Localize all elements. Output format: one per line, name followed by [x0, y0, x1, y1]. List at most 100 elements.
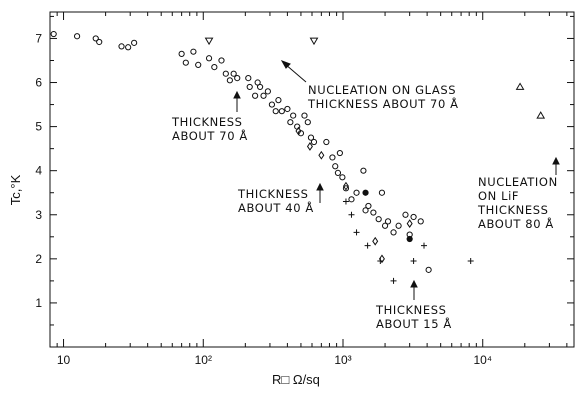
- data-point-circle: [329, 154, 336, 161]
- data-point-plus: [348, 211, 355, 218]
- y-tick-label: 5: [35, 120, 42, 134]
- data-point-circle: [284, 105, 291, 113]
- data-point-filled-circle: [362, 189, 369, 196]
- x-tick-label: 10: [57, 353, 71, 367]
- data-point-circle: [362, 207, 369, 214]
- data-point-triangle-up: [515, 82, 525, 90]
- data-point-circle: [125, 44, 132, 51]
- data-point-circle: [190, 48, 197, 55]
- data-point-circle: [390, 229, 397, 236]
- data-point-circle: [370, 209, 377, 216]
- arrow-lif-head: [552, 156, 560, 165]
- annotation-15-line2: ABOUT 15 Å: [376, 316, 452, 331]
- data-point-circle: [375, 216, 382, 223]
- annotation-lif-line3: THICKNESS: [477, 203, 549, 217]
- data-point-circle: [425, 266, 432, 273]
- data-point-diamond: [295, 126, 302, 136]
- data-point-plus: [410, 258, 417, 265]
- data-point-circle: [336, 149, 343, 157]
- annotation-lif-line2: ON LiF: [478, 189, 519, 203]
- annotation-40-line1: THICKNESS: [237, 187, 309, 201]
- y-tick-label: 4: [35, 164, 42, 178]
- x-tick-label: 10²: [195, 353, 212, 367]
- data-point-triangle-down: [309, 37, 319, 46]
- y-tick-label: 7: [35, 31, 42, 45]
- data-point-circle: [182, 59, 189, 66]
- arrow-40-head: [316, 182, 324, 191]
- x-tick-label: 10³: [334, 353, 351, 367]
- annotation-lif-line4: ABOUT 80 Å: [478, 216, 554, 231]
- data-point-circle: [230, 70, 237, 77]
- data-point-circle: [348, 196, 355, 203]
- data-point-triangle-up: [536, 111, 546, 119]
- data-point-circle: [339, 174, 346, 181]
- data-point-circle: [381, 222, 389, 229]
- y-tick-label: 6: [35, 76, 42, 90]
- data-point-circle: [342, 185, 350, 192]
- data-point-circle: [304, 119, 311, 126]
- axis-tick-labels: 10 10² 10³ 10⁴ 1 2 3 4 5 6 7: [35, 31, 492, 367]
- data-point-plus: [390, 277, 397, 284]
- data-point-circle: [402, 211, 409, 218]
- annotation-70-line2: ABOUT 70 Å: [172, 128, 248, 143]
- annotation-15-line1: THICKNESS: [375, 303, 447, 317]
- data-point-plus: [377, 258, 384, 265]
- annotation-arrows: [233, 60, 560, 300]
- data-point-circle: [278, 108, 285, 115]
- annotation-40-line2: ABOUT 40 Å: [238, 200, 314, 215]
- data-point-plus: [467, 258, 474, 265]
- x-axis-label: R□ Ω/sq: [272, 372, 320, 387]
- data-point-circle: [410, 213, 417, 221]
- data-point-circle: [332, 163, 339, 170]
- axis-ticks: [49, 12, 574, 347]
- data-point-circle: [245, 75, 252, 82]
- data-point-circle: [353, 189, 360, 196]
- data-point-circle: [195, 61, 202, 68]
- data-point-circle: [211, 63, 218, 71]
- data-point-diamond: [406, 219, 413, 228]
- data-point-circle: [290, 112, 297, 119]
- y-axis-label: Tc,°K: [8, 174, 23, 205]
- y-tick-label: 1: [35, 296, 42, 310]
- annotation-70-line1: THICKNESS: [171, 115, 243, 129]
- data-point-circle: [310, 138, 318, 146]
- data-point-circle: [360, 167, 367, 174]
- data-point-circle: [275, 97, 282, 104]
- data-point-circle: [384, 218, 392, 225]
- data-point-circle: [96, 38, 103, 46]
- data-point-circle: [287, 119, 294, 126]
- data-point-circle: [73, 33, 81, 40]
- data-point-circle: [252, 92, 259, 99]
- data-point-circle: [118, 43, 125, 50]
- data-point-circle: [417, 218, 424, 225]
- data-point-circle: [378, 189, 386, 196]
- data-point-filled-circle: [406, 235, 413, 243]
- data-points: [50, 30, 546, 284]
- arrow-15-head: [410, 279, 418, 288]
- annotation-glass-line2: THICKNESS ABOUT 70 Å: [307, 96, 459, 111]
- data-point-plus: [421, 242, 428, 249]
- annotation-lif-line1: NUCLEATION: [478, 175, 558, 189]
- arrow-70-head: [233, 90, 241, 99]
- data-point-circle: [323, 138, 330, 146]
- data-point-circle: [256, 83, 264, 91]
- data-point-circle: [264, 88, 271, 95]
- arrow-glass-head: [280, 60, 291, 69]
- data-point-circle: [334, 169, 342, 176]
- data-point-circle: [365, 202, 372, 210]
- data-point-diamond: [342, 181, 349, 191]
- data-point-circle: [92, 35, 99, 42]
- data-point-circle: [272, 108, 279, 115]
- data-point-circle: [234, 75, 241, 82]
- data-point-triangle-down: [204, 37, 214, 46]
- data-point-circle: [178, 50, 185, 57]
- arrow-glass: [284, 63, 307, 83]
- data-point-circle: [395, 222, 402, 229]
- data-point-circle: [260, 92, 267, 99]
- data-point-diamond: [306, 142, 313, 151]
- data-point-circle: [218, 57, 225, 64]
- data-point-diamond: [372, 236, 379, 246]
- data-point-circle: [246, 83, 253, 91]
- data-point-diamond: [318, 150, 325, 160]
